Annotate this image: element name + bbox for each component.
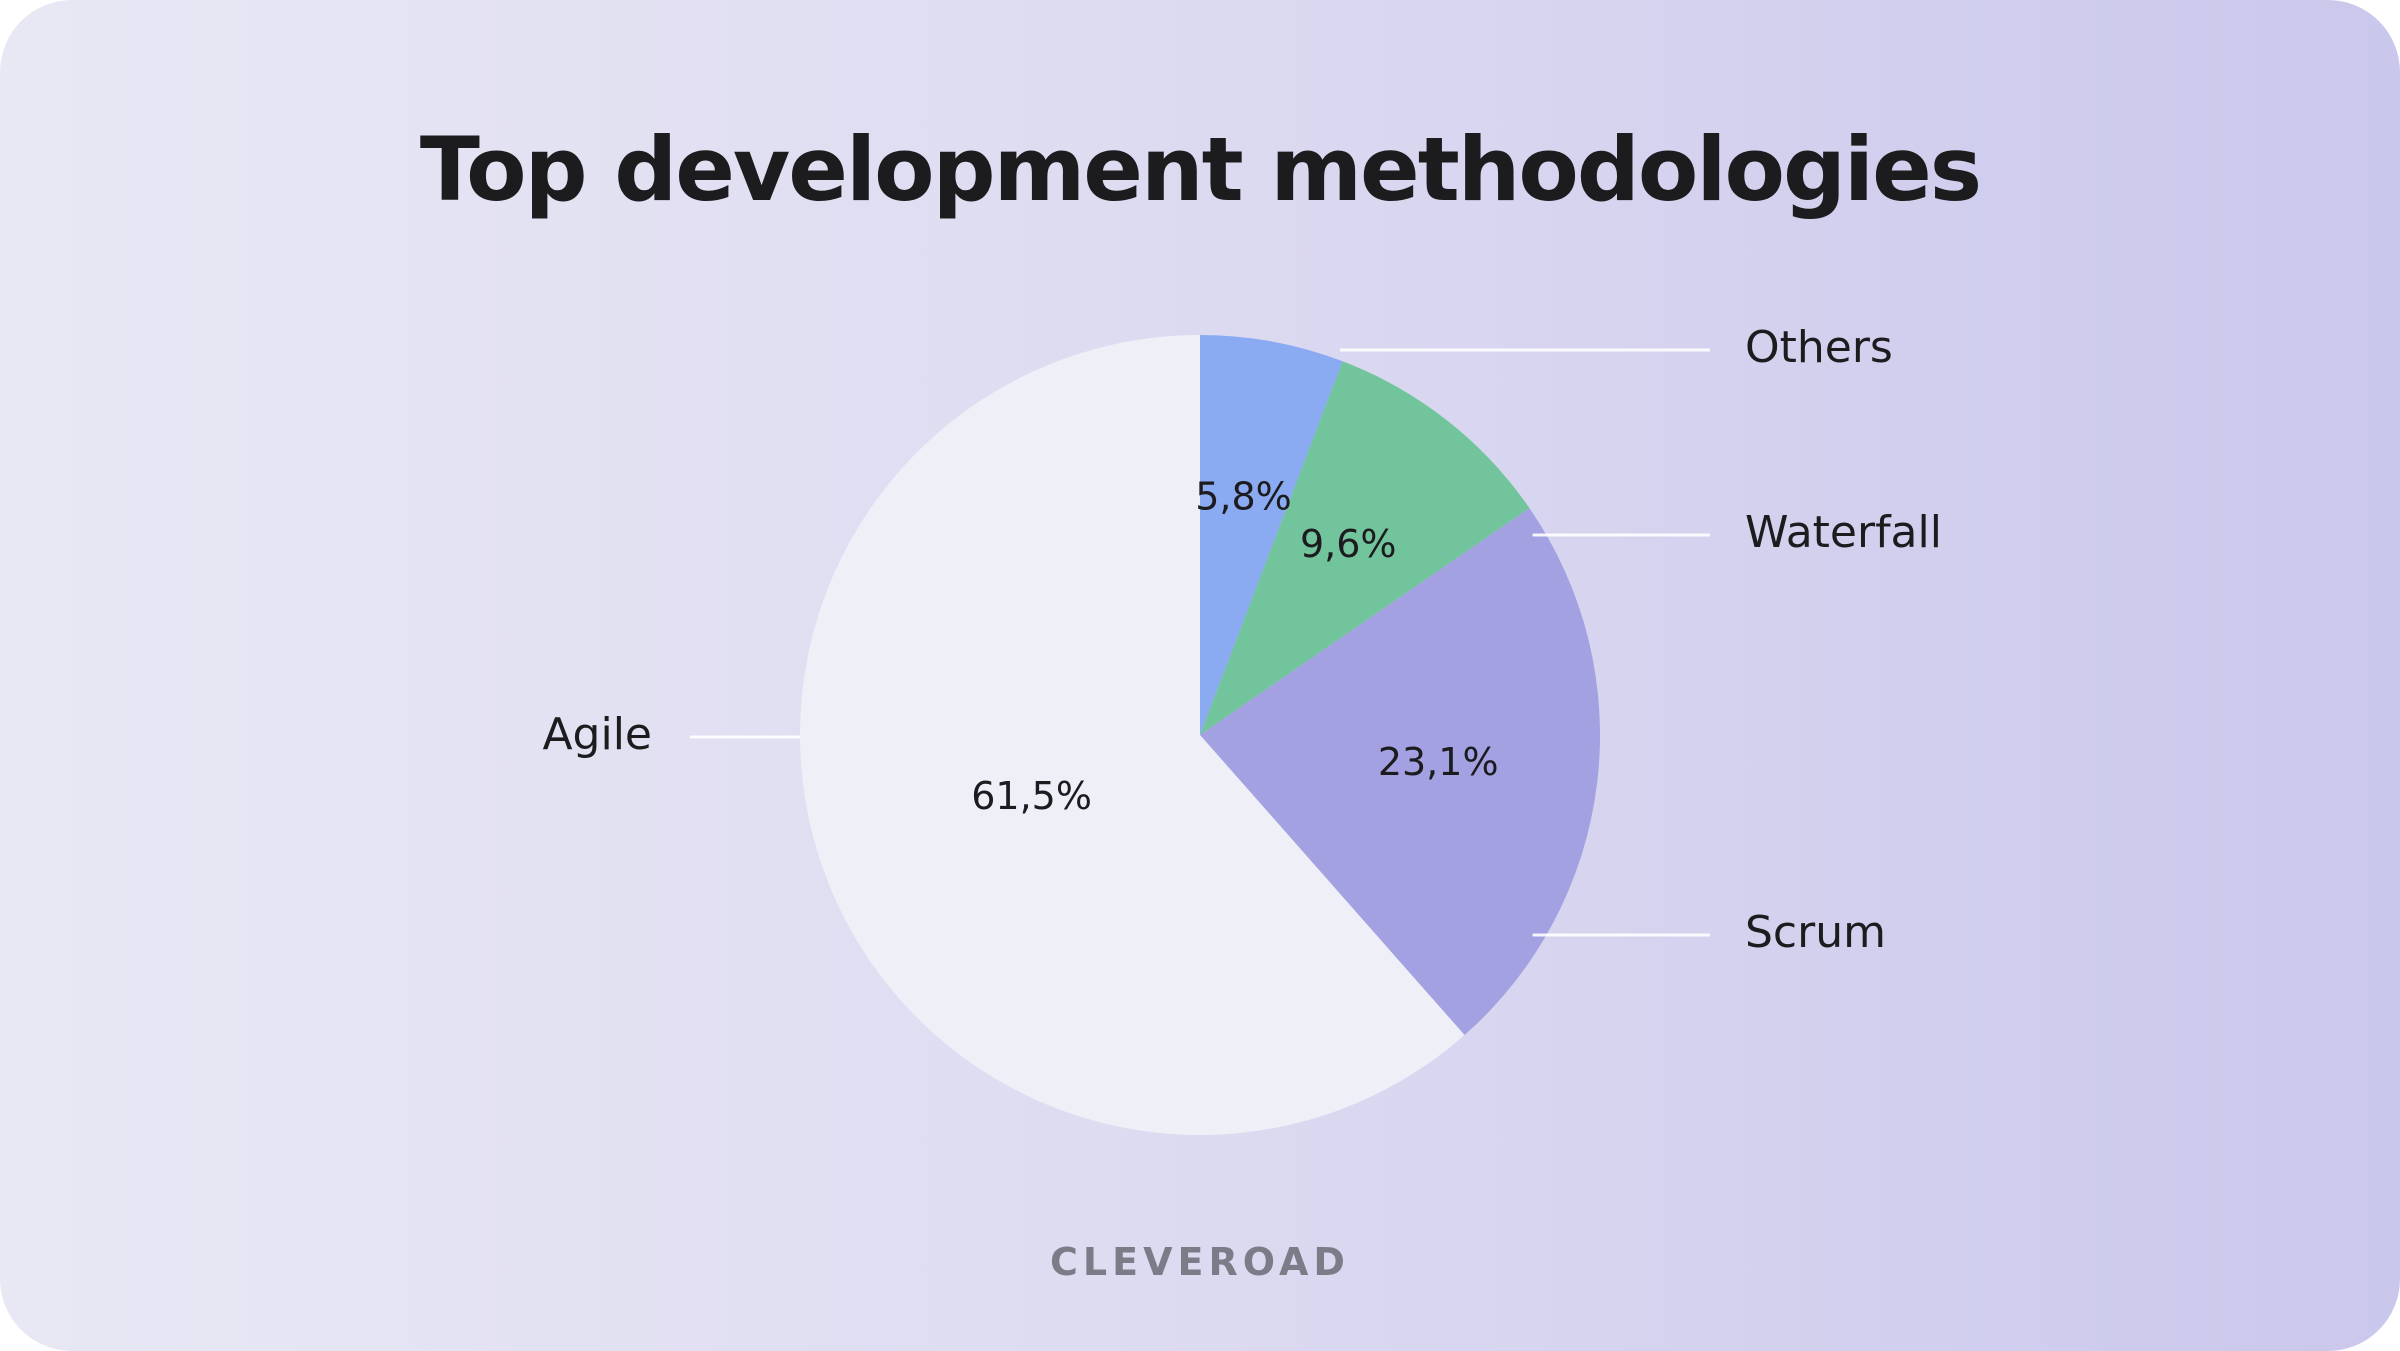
value-label-others: 5,8% [1195,474,1292,518]
slice-category-labels: Others Waterfall Scrum Agile [542,322,1942,958]
pie-slices [799,334,1600,1136]
pie-slice-scrum [1200,508,1600,1036]
brand-logo-text: CLEVEROAD [1050,1240,1350,1284]
category-label-scrum: Scrum [1745,907,1886,958]
value-label-waterfall: 9,6% [1300,522,1397,566]
leader-lines [690,348,1710,937]
category-label-others: Others [1745,322,1893,373]
pie-slice-others [1200,335,1343,735]
category-label-agile: Agile [542,709,652,760]
pie-slice-agile [799,334,1465,1136]
pie-slice-waterfall [1200,361,1530,735]
value-label-scrum: 23,1% [1378,740,1499,784]
category-label-waterfall: Waterfall [1745,507,1942,558]
chart-title: Top development methodologies [420,118,1980,221]
slice-value-labels: 5,8%9,6% 23,1% 61,5% [971,474,1498,818]
value-label-agile: 61,5% [971,774,1092,818]
